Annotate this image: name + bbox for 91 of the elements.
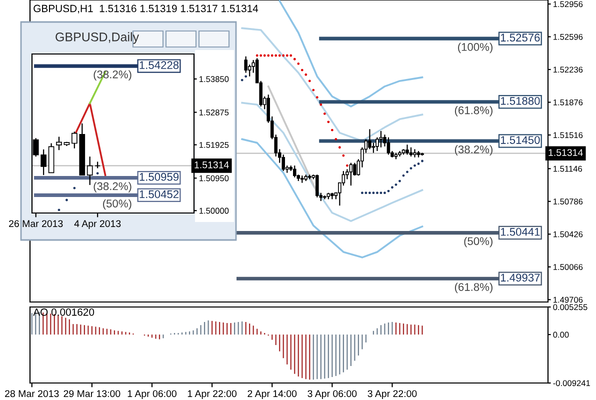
point	[278, 54, 281, 57]
data-label: 1.54228	[140, 61, 179, 70]
line-series	[241, 138, 424, 258]
annotation: (61.8%)	[454, 282, 492, 294]
y-tick-label: 1.50066	[553, 264, 583, 270]
point	[364, 192, 368, 194]
point	[300, 68, 304, 72]
y-tick-label: 1.51516	[553, 132, 583, 138]
candlestick	[86, 156, 93, 186]
annotation: (38.2%)	[94, 182, 132, 192]
annotation: (38.2%)	[454, 145, 492, 156]
point	[293, 58, 296, 60]
annotation: (50%)	[103, 199, 132, 210]
point	[282, 54, 285, 57]
line-series	[278, 0, 424, 108]
candlestick	[406, 144, 409, 156]
point	[244, 75, 248, 78]
point	[346, 164, 348, 167]
candlestick	[316, 174, 319, 198]
point	[96, 172, 99, 175]
point	[372, 192, 375, 194]
candlestick	[379, 130, 383, 148]
y-tick-label: 1.49706	[553, 296, 583, 303]
point	[297, 62, 300, 65]
chart-title: GBPUSD,Daily	[56, 32, 140, 44]
candlestick	[349, 162, 353, 186]
candlestick	[292, 165, 296, 178]
point	[274, 54, 278, 57]
point	[380, 192, 382, 194]
point	[308, 80, 311, 82]
y-tick-label: 1.52236	[553, 66, 583, 73]
x-tick-label: 29 Mar 13:00	[64, 390, 120, 398]
y-tick-label: 1.51146	[553, 166, 582, 172]
y-tick-label: 1.52956	[553, 1, 583, 8]
chart-title: GBPUSD,H1 1.51316 1.51319 1.51317 1.51314	[34, 4, 258, 14]
x-tick-label: 28 Mar 2013	[5, 390, 59, 398]
y-tick-label: 1.52596	[553, 34, 583, 40]
candlestick	[413, 148, 416, 158]
y-tick-label: 1.51876	[553, 99, 583, 106]
candlestick	[244, 56, 248, 74]
y-tick-label: 1.52875	[199, 110, 229, 116]
annotation: (61.8%)	[454, 106, 492, 116]
data-label: 1.51880	[500, 96, 540, 105]
point	[290, 54, 292, 57]
candlestick	[368, 128, 372, 150]
y-tick-label: 1.50426	[553, 231, 583, 238]
ref-line-label: 1.51314	[548, 149, 583, 156]
chart-title: AO 0.001620	[33, 308, 94, 316]
ref-line-label: 1.51314	[194, 161, 229, 168]
x-tick-label: 1 Apr 06:00	[128, 390, 176, 400]
data-label: 1.49937	[500, 274, 540, 282]
line-series	[241, 102, 424, 222]
x-tick-label: 3 Apr 06:00	[308, 390, 357, 400]
data-label: 1.50441	[500, 228, 540, 236]
y-tick-label: 1.53850	[199, 76, 229, 82]
data-label: 1.52576	[500, 34, 540, 42]
point	[394, 183, 398, 186]
y-tick-label: 1.50786	[553, 198, 583, 204]
point	[270, 54, 274, 57]
point	[312, 88, 315, 92]
point	[338, 146, 341, 149]
point	[360, 192, 364, 194]
y-tick-label: 1.50000	[199, 208, 229, 214]
candlestick	[386, 136, 390, 156]
point	[267, 54, 270, 57]
candlestick	[56, 136, 62, 151]
point	[304, 73, 308, 76]
point	[286, 54, 288, 57]
point	[334, 138, 338, 140]
point	[316, 96, 318, 99]
x-tick-label: 2 Apr 14:00	[248, 390, 297, 400]
x-tick-label: 4 Apr 2013	[74, 220, 121, 230]
y-tick-label: 0.00	[553, 332, 569, 338]
y-tick-label: 1.51925	[199, 142, 229, 148]
y-tick-label: 0.005255	[553, 304, 588, 310]
data-label: 1.50959	[140, 172, 179, 181]
point	[260, 54, 262, 57]
line-series	[241, 27, 424, 142]
data-label: 1.50452	[140, 190, 179, 198]
x-tick-label: 1 Apr 22:00	[188, 390, 237, 400]
x-tick-label: 3 Apr 22:00	[368, 390, 417, 400]
data-label: 1.51450	[500, 136, 540, 144]
y-tick-label: -0.009241	[553, 380, 590, 386]
y-tick-label: 1.50950	[199, 175, 229, 182]
annotation: (50%)	[464, 236, 492, 248]
annotation: (100%)	[458, 42, 492, 54]
x-tick-label: 26 Mar 2013	[9, 220, 63, 228]
point	[330, 128, 334, 132]
candlestick	[409, 146, 413, 158]
point	[320, 103, 322, 106]
point	[327, 120, 330, 124]
